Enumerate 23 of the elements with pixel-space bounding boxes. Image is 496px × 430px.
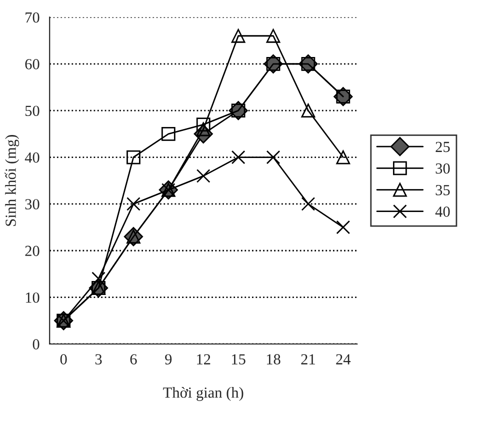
x-tick-label: 3: [95, 354, 102, 364]
y-tick-label: 0: [32, 339, 40, 350]
legend-label: 25: [436, 142, 450, 152]
y-axis-title: Sinh khối (mg): [4, 135, 20, 226]
y-tick-label: 10: [26, 292, 40, 303]
x-tick-label: 12: [197, 354, 210, 364]
y-tick-label: 70: [26, 12, 40, 23]
y-tick-label: 40: [24, 152, 40, 163]
x-axis-title: Thời gian (h): [163, 387, 244, 401]
x-tick-label: 18: [266, 354, 280, 364]
x-tick-label: 0: [60, 354, 67, 364]
legend-label: 40: [435, 206, 450, 217]
x-tick-label: 24: [336, 354, 351, 364]
y-tick-label: 60: [25, 59, 40, 70]
x-tick-label: 21: [301, 354, 315, 364]
x-tick-label: 15: [232, 354, 246, 364]
y-tick-label: 20: [25, 246, 40, 256]
legend-label: 35: [436, 184, 450, 196]
x-tick-label: 6: [130, 354, 137, 364]
y-tick-label: 30: [25, 199, 40, 210]
y-tick-label: 50: [25, 106, 40, 116]
x-tick-label: 9: [165, 354, 172, 364]
legend-label: 30: [436, 163, 450, 174]
